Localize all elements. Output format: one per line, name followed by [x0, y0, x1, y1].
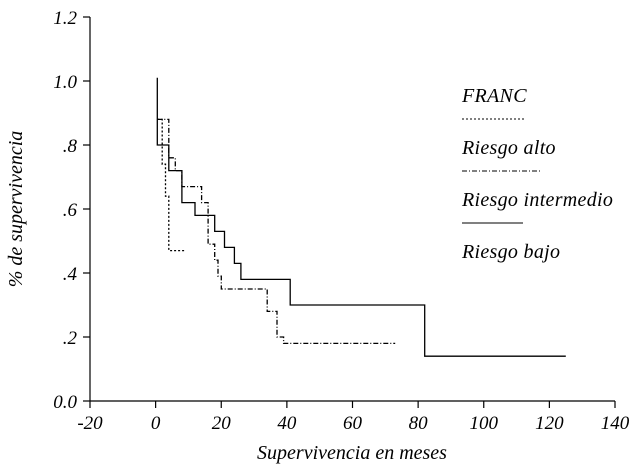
x-axis-title: Supervivencia en meses: [257, 442, 447, 464]
x-tick-label: 0: [151, 413, 161, 434]
y-tick-label: .2: [63, 328, 78, 349]
x-tick-label: -20: [77, 413, 103, 434]
y-axis-title: % de supervivencia: [5, 131, 27, 288]
legend-label: FRANC: [461, 85, 527, 107]
y-tick-label: 1.2: [53, 8, 77, 29]
x-tick-label: 80: [409, 413, 429, 434]
legend-label: Riesgo intermedio: [461, 189, 613, 211]
x-tick-label: 20: [212, 413, 232, 434]
y-ticks: 0.0 .2 .4 .6 .8 1.0 1.2: [53, 8, 90, 413]
y-tick-label: .8: [63, 136, 78, 157]
x-tick-label: 40: [277, 413, 297, 434]
series-line-franc: [157, 118, 186, 252]
y-axis: 0.0 .2 .4 .6 .8 1.0 1.2 % de supervivencia: [5, 8, 91, 413]
legend-label: Riesgo bajo: [461, 241, 560, 263]
x-tick-label: 120: [535, 413, 564, 434]
y-tick-label: .4: [63, 264, 78, 285]
x-tick-label: 100: [470, 413, 499, 434]
series-line-riesgo-intermedio: [156, 77, 566, 357]
x-tick-label: 60: [343, 413, 363, 434]
legend: FRANC Riesgo alto Riesgo intermedio Riesgo …: [461, 85, 613, 263]
x-tick-label: 140: [601, 413, 630, 434]
legend-label: Riesgo alto: [461, 137, 556, 159]
x-ticks: -20 0 20 40 60 80 100 120 140: [77, 401, 630, 434]
plot-area: [156, 77, 566, 357]
y-tick-label: .6: [63, 200, 78, 221]
series-line-riesgo-alto: [157, 118, 396, 345]
x-axis: -20 0 20 40 60 80 100 120 140 Supervivencia en m…: [77, 400, 630, 464]
y-tick-label: 0.0: [53, 392, 77, 413]
y-tick-label: 1.0: [53, 72, 77, 93]
